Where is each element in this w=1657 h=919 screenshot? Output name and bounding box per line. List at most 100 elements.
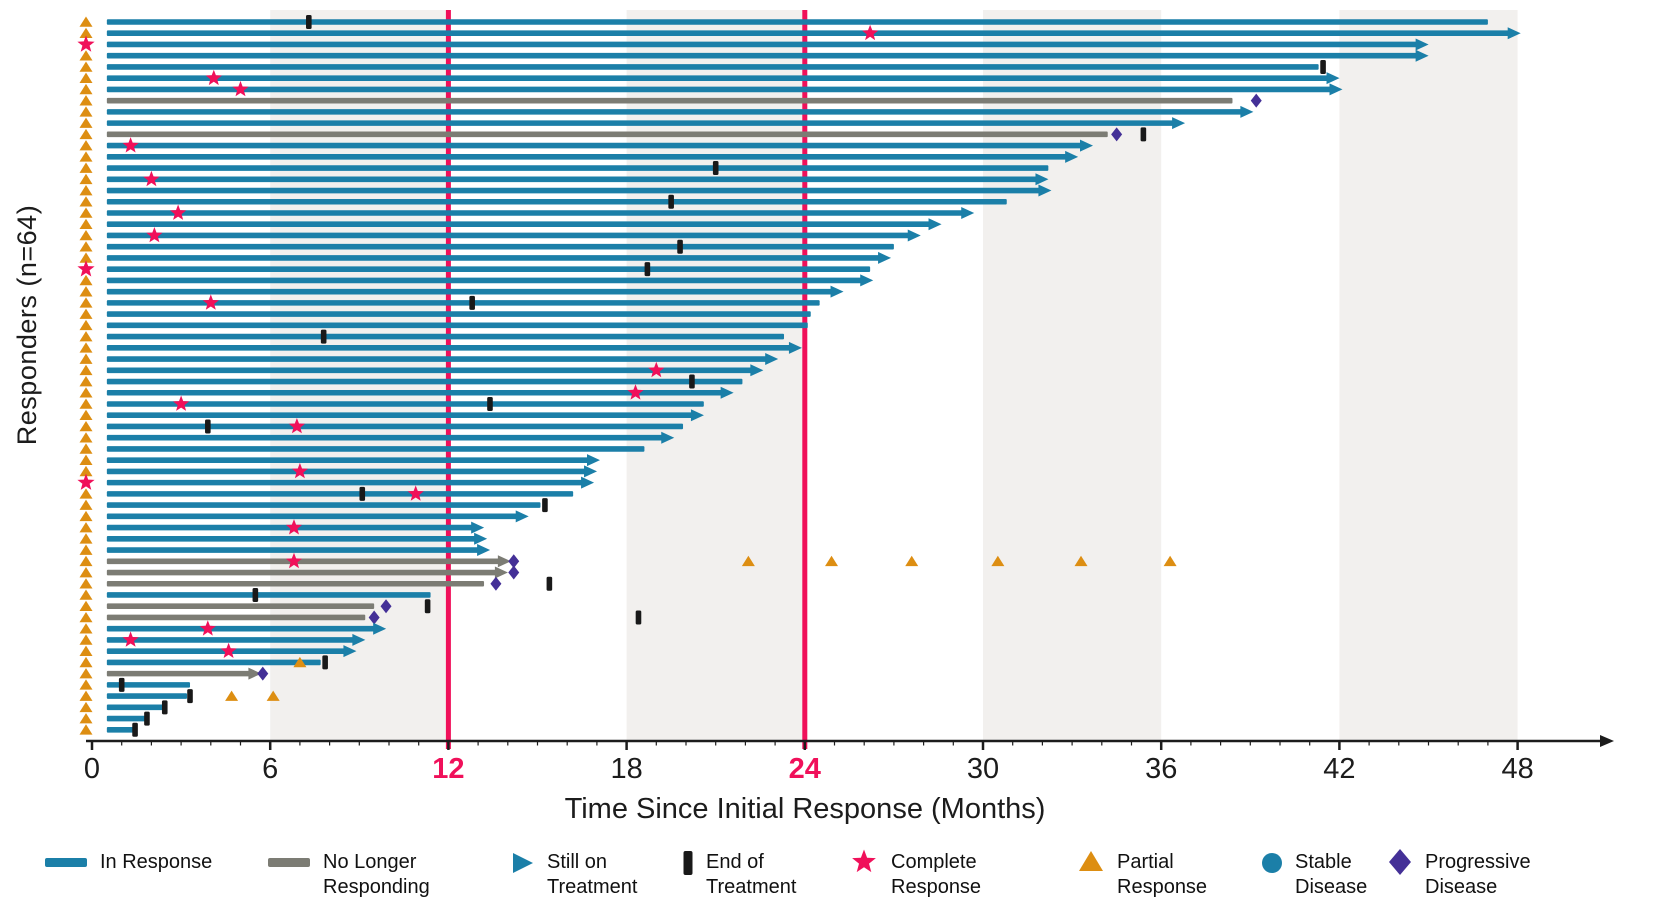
complete-response-marker: [285, 519, 302, 535]
partial-response-marker: [79, 668, 93, 679]
progressive-disease-marker: [490, 576, 502, 591]
partial-response-marker: [79, 128, 93, 140]
x-axis-title: Time Since Initial Response (Months): [564, 793, 1046, 825]
x-tick-label: 6: [262, 753, 278, 785]
partial-response-triangle-icon: [1079, 851, 1103, 871]
partial-response-marker: [79, 611, 93, 623]
complete-response-marker: [122, 631, 139, 647]
progressive-disease-marker: [1111, 127, 1123, 142]
in-response-bar: [106, 457, 588, 463]
partial-response-marker: [79, 353, 93, 364]
still-on-treatment-arrow: [1172, 117, 1186, 130]
still-on-treatment-arrow: [1326, 72, 1340, 85]
end-of-treatment-marker: [487, 396, 493, 411]
x-tick-label: 18: [610, 753, 642, 785]
still-on-treatment-arrow: [878, 251, 892, 264]
no-longer-responding-bar: [106, 97, 1233, 104]
still-on-treatment-arrow: [860, 274, 874, 287]
still-on-treatment-arrow-icon: [513, 853, 533, 873]
still-on-treatment-arrow: [471, 521, 485, 534]
partial-response-marker: [79, 117, 93, 128]
end-of-treatment-marker: [306, 15, 312, 29]
partial-response-marker: [79, 409, 93, 421]
in-response-bar: [106, 468, 586, 475]
legend-label: Still on Treatment: [547, 851, 638, 898]
still-on-treatment-arrow: [1329, 83, 1343, 96]
still-on-treatment-arrow: [474, 532, 488, 545]
still-on-treatment-arrow: [586, 454, 600, 467]
partial-response-marker: [79, 319, 93, 331]
in-response-bar: [106, 479, 583, 486]
in-response-bar: [106, 592, 431, 598]
still-on-treatment-arrow: [373, 622, 387, 635]
still-on-treatment-arrow: [690, 409, 704, 422]
in-response-bar: [106, 266, 871, 272]
complete-response-marker: [122, 137, 139, 153]
legend-label: Stable Disease: [1295, 851, 1368, 898]
partial-response-marker: [825, 555, 839, 567]
in-response-bar: [106, 322, 808, 329]
end-of-treatment-marker: [712, 161, 719, 176]
partial-response-marker: [79, 522, 93, 533]
still-on-treatment-arrow: [494, 566, 508, 579]
complete-response-marker: [77, 260, 95, 277]
in-response-bar: [106, 41, 1417, 48]
progressive-disease-marker: [380, 599, 392, 614]
in-response-bar: [106, 693, 188, 699]
partial-response-marker: [79, 533, 93, 544]
partial-response-marker: [79, 544, 93, 555]
complete-response-marker: [143, 170, 160, 187]
complete-response-marker: [627, 384, 644, 400]
still-on-treatment-arrow: [1080, 139, 1094, 152]
partial-response-marker: [79, 376, 93, 387]
partial-response-marker: [79, 83, 93, 95]
still-on-treatment-arrow: [581, 476, 595, 489]
complete-response-marker: [285, 552, 302, 569]
still-on-treatment-arrow: [765, 353, 779, 366]
partial-response-marker: [79, 499, 93, 510]
partial-response-marker: [79, 679, 93, 690]
in-response-bar: [106, 491, 574, 497]
still-on-treatment-arrow: [1507, 27, 1521, 40]
end-of-treatment-marker: [469, 295, 475, 310]
complete-response-marker: [862, 24, 879, 41]
legend-label: In Response: [100, 851, 213, 873]
in-response-bar: [106, 378, 743, 385]
in-response-bar: [106, 255, 880, 261]
still-on-treatment-arrow: [515, 510, 529, 523]
partial-response-marker: [79, 185, 93, 196]
partial-response-marker: [79, 297, 93, 308]
in-response-bar: [106, 210, 963, 216]
partial-response-marker: [79, 387, 93, 398]
in-response-bar-swatch: [45, 858, 87, 867]
still-on-treatment-arrow: [248, 667, 262, 680]
reference-line-24: [802, 10, 808, 749]
partial-response-marker: [79, 106, 93, 117]
still-on-treatment-arrow: [907, 229, 921, 242]
partial-response-marker: [741, 555, 755, 567]
legend-item-end-of-treatment: End of Treatment: [683, 850, 796, 900]
no-longer-responding-bar: [106, 670, 250, 677]
in-response-bar: [106, 389, 722, 396]
in-response-bar: [106, 232, 909, 239]
partial-response-marker: [79, 72, 93, 83]
partial-response-marker: [79, 589, 93, 600]
in-response-bar: [106, 547, 479, 553]
in-response-bar: [106, 659, 321, 666]
in-response-bar: [106, 30, 1509, 37]
in-response-bar: [106, 536, 476, 542]
still-on-treatment-arrow: [788, 341, 802, 354]
end-of-treatment-marker: [644, 262, 651, 277]
in-response-bar: [106, 356, 767, 362]
in-response-bar: [106, 277, 862, 284]
in-response-bar: [106, 198, 1007, 205]
legend-item-partial-response: Partial Response: [1078, 850, 1207, 900]
complete-response-marker: [288, 418, 305, 434]
progressive-disease-marker: [257, 666, 269, 681]
swimmer-plot-canvas: 0 6 12 18 24 30 36 42 48: [77, 10, 1614, 785]
still-on-treatment-arrow: [1415, 49, 1429, 62]
in-response-bar: [106, 52, 1417, 59]
partial-response-marker: [79, 95, 93, 106]
partial-response-marker: [79, 398, 93, 409]
